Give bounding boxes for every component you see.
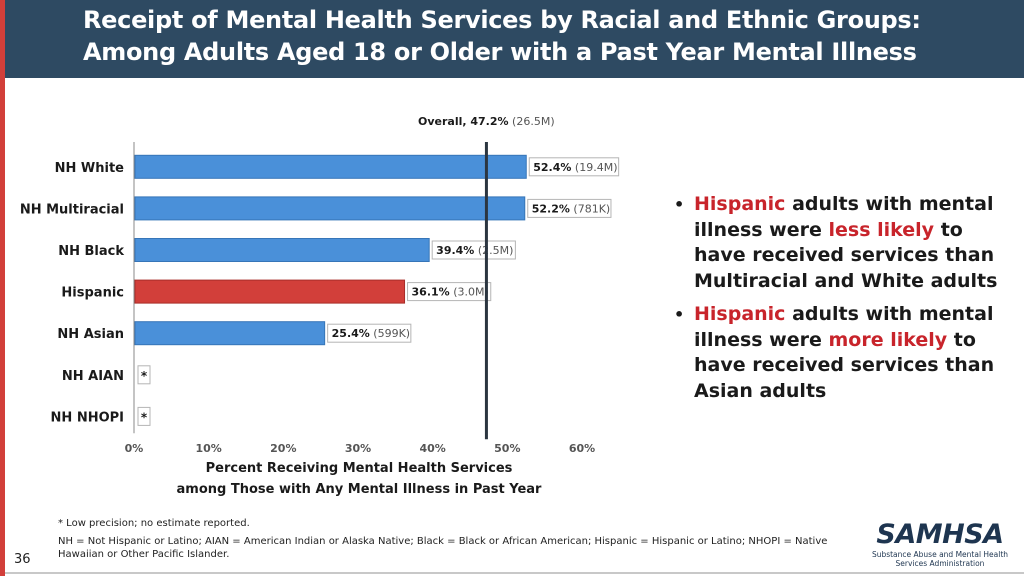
left-accent-bar [0,0,5,576]
category-label: NH Multiracial [20,202,124,217]
bullet-emphasis: more likely [828,328,948,351]
bullet-highlight: Hispanic [694,193,786,215]
data-value: 39.4% [436,244,474,257]
bar [134,238,430,262]
data-label: 36.1% (3.0M) [412,286,489,299]
overall-count: (26.5M) [509,115,555,128]
overall-label: Overall, 47.2% (26.5M) [418,115,555,128]
data-count: (19.4M) [571,161,617,174]
bullet-dot-icon: • [674,305,685,324]
x-tick-label: 20% [270,442,296,455]
footnote-abbreviations: NH = Not Hispanic or Latino; AIAN = Amer… [58,536,828,560]
category-label: NH AIAN [62,369,124,384]
category-label: Hispanic [61,286,124,301]
logo-wordmark: SAMHSA [876,519,1004,550]
logo-subtitle-1: Substance Abuse and Mental Health [871,550,1009,559]
data-label: * [141,369,148,383]
category-label: NH Asian [57,327,124,342]
bullet-dot-icon: • [674,195,685,214]
data-count: (2.5M) [474,244,513,257]
data-label-box [137,365,151,385]
x-tick-label: 50% [494,442,520,455]
data-label: 52.4% (19.4M) [533,161,617,174]
x-tick-label: 30% [345,442,371,455]
x-tick-label: 60% [569,442,595,455]
bullet-emphasis: less likely [828,218,935,241]
data-label-box [528,157,620,177]
category-label: NH Black [58,244,124,259]
data-count: (3.0M) [450,286,489,299]
samhsa-logo: SAMHSA Substance Abuse and Mental Health… [866,519,1014,569]
bottom-divider [5,572,1024,574]
data-value: 52.4% [533,161,571,174]
data-value: 52.2% [532,202,570,215]
footnote-precision: * Low precision; no estimate reported. [58,518,250,529]
x-axis-title-line-2: among Those with Any Mental Illness in P… [177,482,543,497]
data-label-box [327,323,412,343]
bar-chart: NH White 52.4% (19.4M) NH Multiracial 52.2%… [20,115,620,497]
data-value: 25.4% [332,327,370,340]
page-title-line-1: Receipt of Mental Health Services by Rac… [83,6,921,34]
overall-value: Overall, 47.2% [418,115,509,128]
x-tick-label: 0% [125,442,144,455]
title-banner: Receipt of Mental Health Services by Rac… [5,0,1024,78]
bar [134,196,526,221]
bullet-highlight: Hispanic [694,303,786,325]
data-label-box [431,240,516,260]
category-label: NH NHOPI [51,410,124,425]
x-tick-label: 10% [195,442,221,455]
bullet-item: • Hispanic adults with mental illness we… [672,302,1002,404]
data-label-box [137,406,151,426]
bar [134,154,527,179]
data-count: (781K) [570,202,610,215]
bullet-text-rest: to have received services than Asian adu… [694,328,995,402]
bar [134,279,406,304]
bullet-list: • Hispanic adults with mental illness we… [672,192,1002,412]
logo-subtitle-2: Services Administration [895,559,985,568]
x-axis-title-line-1: Percent Receiving Mental Health Services [206,461,513,476]
x-tick-label: 40% [419,442,445,455]
bar [134,321,326,346]
data-label: 39.4% (2.5M) [436,244,513,257]
data-label: * [141,410,148,424]
page-title-line-2: Among Adults Aged 18 or Older with a Pas… [83,38,917,66]
data-label: 25.4% (599K) [332,327,410,340]
bullet-text: adults with mental illness were [694,303,994,351]
data-label: 52.2% (781K) [532,202,610,215]
bullet-text-rest: to have received services than Multiraci… [694,218,998,292]
data-label-box [407,282,492,302]
category-label: NH White [55,161,125,176]
data-label-box [527,198,612,218]
bullet-text: adults with mental illness were [694,193,994,241]
data-value: 36.1% [412,286,450,299]
data-count: (599K) [370,327,410,340]
bullet-item: • Hispanic adults with mental illness we… [672,192,1002,294]
page-number: 36 [14,552,31,567]
